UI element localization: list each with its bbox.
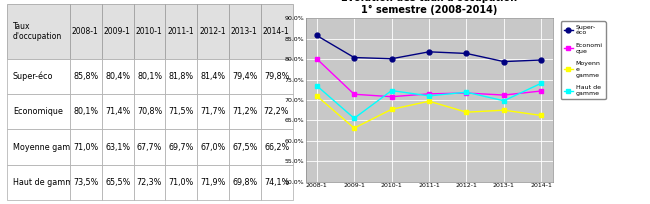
- Legend: Super-
éco, Economi
que, Moyenn
e
gamme, Haut de
gamme: Super- éco, Economi que, Moyenn e gamme,…: [560, 21, 606, 99]
- Title: Evolution des taux d'occupation
1° semestre (2008-2014): Evolution des taux d'occupation 1° semes…: [341, 0, 517, 15]
